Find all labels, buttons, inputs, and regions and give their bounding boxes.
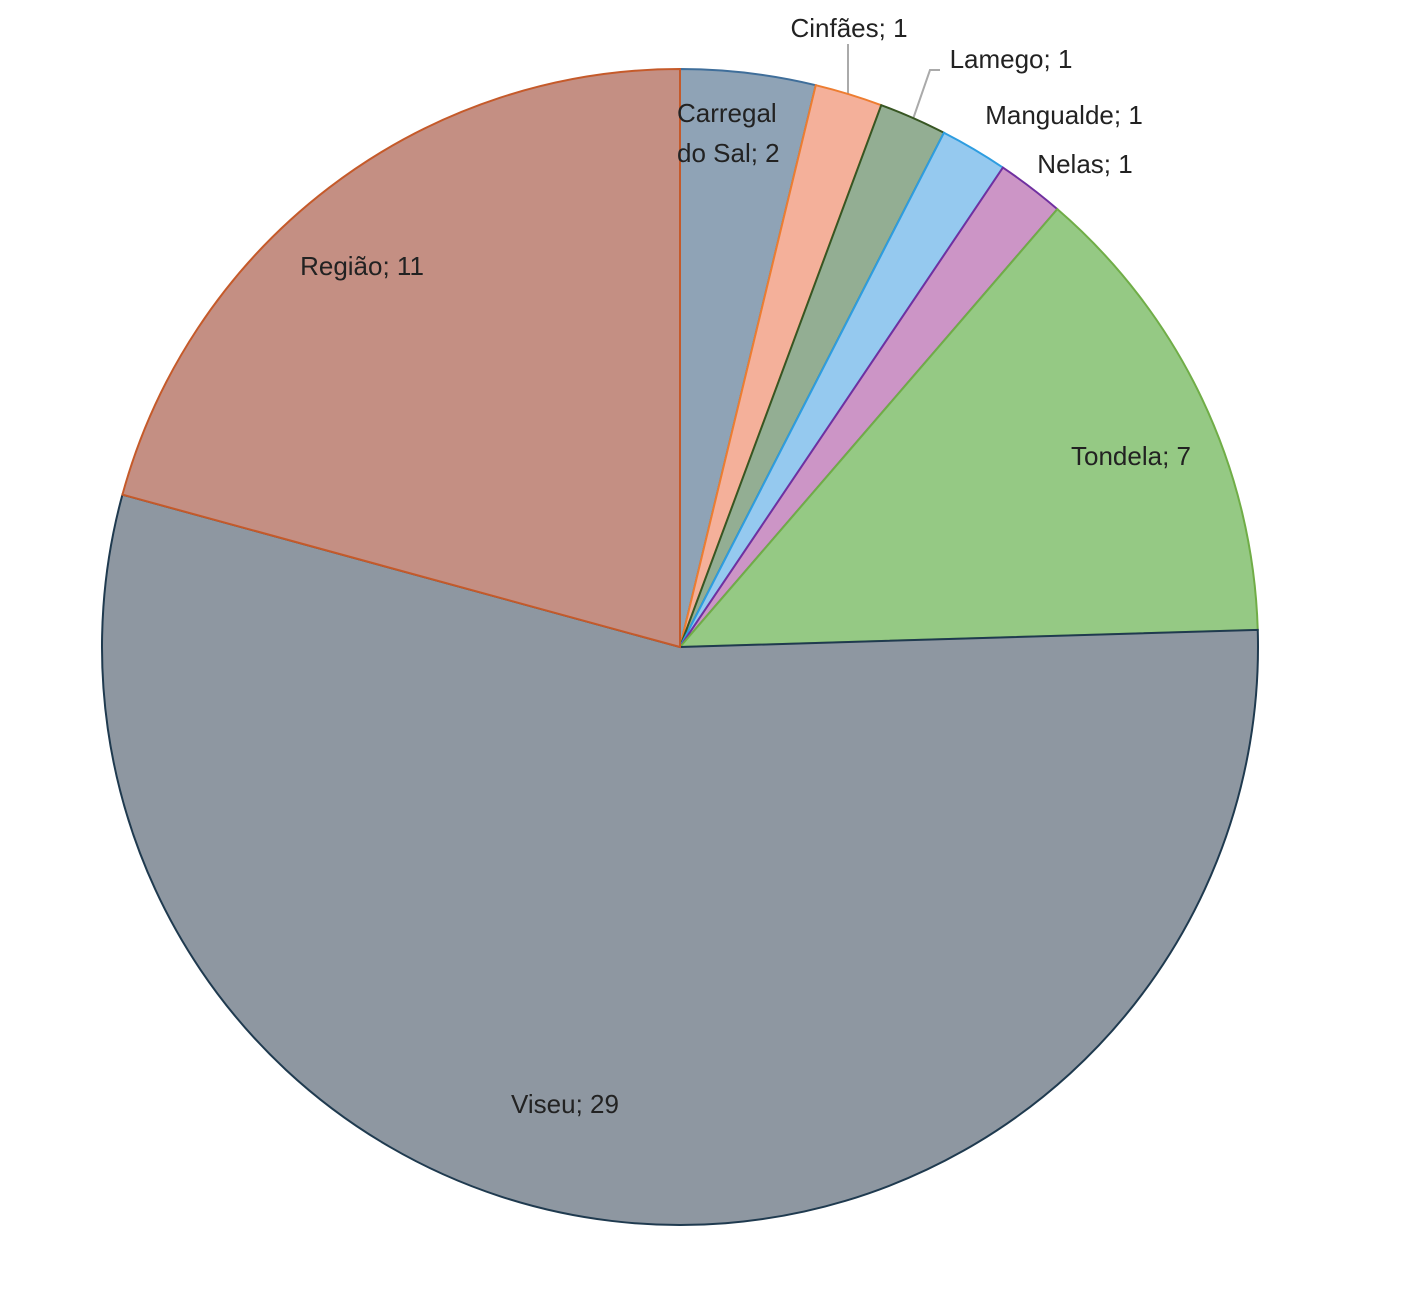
pie-slice: Região — [121, 67, 681, 649]
pie-slice: Viseu — [101, 493, 1259, 1226]
data-label: Viseu; 29 — [511, 1089, 619, 1119]
data-label: Nelas; 1 — [1037, 149, 1133, 179]
data-label: Tondela; 7 — [1071, 441, 1191, 471]
data-label: Mangualde; 1 — [985, 100, 1143, 130]
leader-line — [911, 69, 940, 123]
data-label: Cinfães; 1 — [790, 13, 908, 43]
data-label: Lamego; 1 — [949, 44, 1073, 74]
data-label: Carregal do Sal; 2 — [677, 98, 780, 168]
pie-slice: Tondela — [677, 207, 1259, 649]
data-label: Região; 11 — [300, 251, 424, 281]
